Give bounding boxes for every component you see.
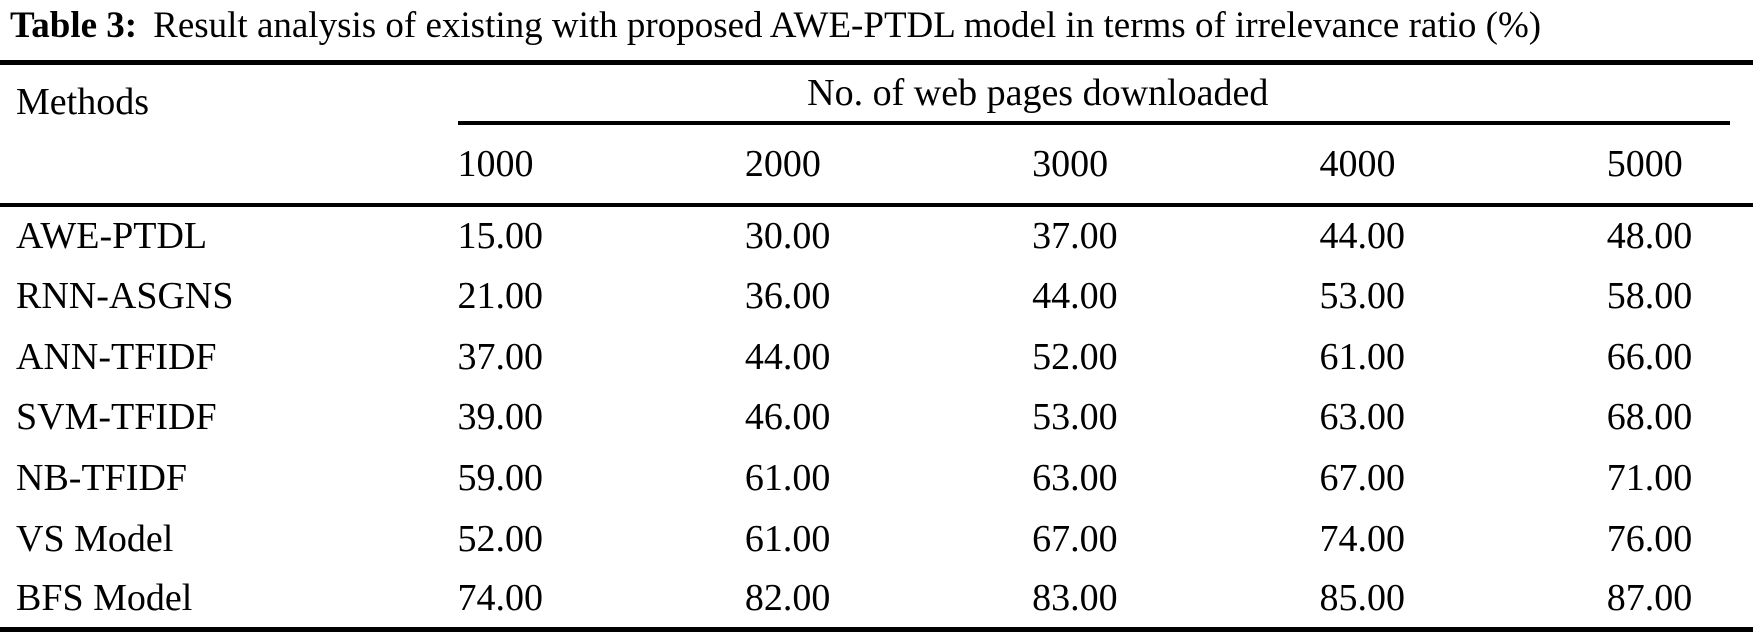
cell-value: 58.00 — [1606, 275, 1693, 318]
cell-value: 85.00 — [1319, 577, 1405, 620]
table-row: ANN-TFIDF 37.00 44.00 52.00 61.00 66.00 — [0, 326, 1753, 387]
cell-value: 61.00 — [744, 457, 831, 500]
table-row: BFS Model 74.00 82.00 83.00 85.00 87.00 — [0, 569, 1753, 630]
table-caption-number: Table 3: — [10, 5, 138, 46]
cell-value: 66.00 — [1606, 335, 1693, 378]
cell-value: 59.00 — [457, 457, 544, 500]
cell-value: 52.00 — [457, 517, 544, 560]
method-name: ANN-TFIDF — [16, 335, 217, 378]
cell-value: 39.00 — [457, 396, 544, 439]
cell-value: 87.00 — [1606, 577, 1693, 620]
cell-value: 74.00 — [1319, 517, 1405, 560]
table-row: RNN-ASGNS 21.00 36.00 44.00 53.00 58.00 — [0, 266, 1753, 327]
cell-value: 83.00 — [1032, 577, 1118, 620]
cell-value: 15.00 — [457, 215, 544, 258]
method-name: VS Model — [16, 517, 174, 560]
cell-value: 63.00 — [1319, 396, 1405, 439]
method-name: AWE-PTDL — [16, 215, 208, 258]
cell-value: 63.00 — [1032, 457, 1118, 500]
method-name: BFS Model — [16, 577, 193, 620]
cell-value: 82.00 — [744, 577, 831, 620]
cell-value: 30.00 — [744, 215, 831, 258]
cell-value: 46.00 — [744, 396, 831, 439]
column-header-3000: 3000 — [1032, 125, 1320, 207]
table-row: SVM-TFIDF 39.00 46.00 53.00 63.00 68.00 — [0, 387, 1753, 448]
cell-value: 37.00 — [457, 335, 544, 378]
cell-value: 61.00 — [1319, 335, 1405, 378]
header-row-pagecounts: 1000 2000 3000 4000 5000 — [0, 125, 1753, 207]
cell-value: 71.00 — [1606, 457, 1693, 500]
cell-value: 74.00 — [457, 577, 544, 620]
table-row: AWE-PTDL 15.00 30.00 37.00 44.00 48.00 — [0, 205, 1753, 266]
cell-value: 44.00 — [1319, 215, 1405, 258]
cell-value: 21.00 — [457, 275, 544, 318]
cell-value: 52.00 — [1032, 335, 1118, 378]
column-header-methods: Methods — [0, 62, 458, 207]
cell-value: 44.00 — [1032, 275, 1118, 318]
cell-value: 68.00 — [1606, 396, 1693, 439]
cell-value: 44.00 — [744, 335, 831, 378]
cell-value: 67.00 — [1032, 517, 1118, 560]
column-header-5000: 5000 — [1606, 125, 1753, 207]
method-name: SVM-TFIDF — [16, 396, 217, 439]
cell-value: 76.00 — [1606, 517, 1693, 560]
cell-value: 61.00 — [744, 517, 831, 560]
column-group-header: No. of web pages downloaded — [457, 63, 1753, 125]
column-header-2000: 2000 — [744, 125, 1033, 207]
column-group-header-label: No. of web pages downloaded — [807, 72, 1269, 114]
table-caption: Table 3: Result analysis of existing with… — [10, 3, 1541, 49]
table-row: VS Model 52.00 61.00 67.00 74.00 76.00 — [0, 508, 1753, 569]
cell-value: 67.00 — [1319, 457, 1405, 500]
method-name: NB-TFIDF — [16, 457, 188, 500]
cell-value: 53.00 — [1032, 396, 1118, 439]
column-header-4000: 4000 — [1319, 125, 1607, 207]
table-caption-text: Result analysis of existing with propose… — [153, 5, 1542, 46]
cell-value: 37.00 — [1032, 215, 1118, 258]
column-group-header-box: No. of web pages downloaded — [457, 65, 1730, 125]
method-name: RNN-ASGNS — [16, 275, 234, 318]
results-table: Methods No. of web pages downloaded 1000… — [0, 60, 1753, 633]
cell-value: 48.00 — [1606, 215, 1693, 258]
cell-value: 36.00 — [744, 275, 831, 318]
table-row: NB-TFIDF 59.00 61.00 63.00 67.00 71.00 — [0, 448, 1753, 509]
cell-value: 53.00 — [1319, 275, 1405, 318]
header-row-group: Methods No. of web pages downloaded — [0, 62, 1753, 207]
column-header-1000: 1000 — [457, 125, 745, 207]
